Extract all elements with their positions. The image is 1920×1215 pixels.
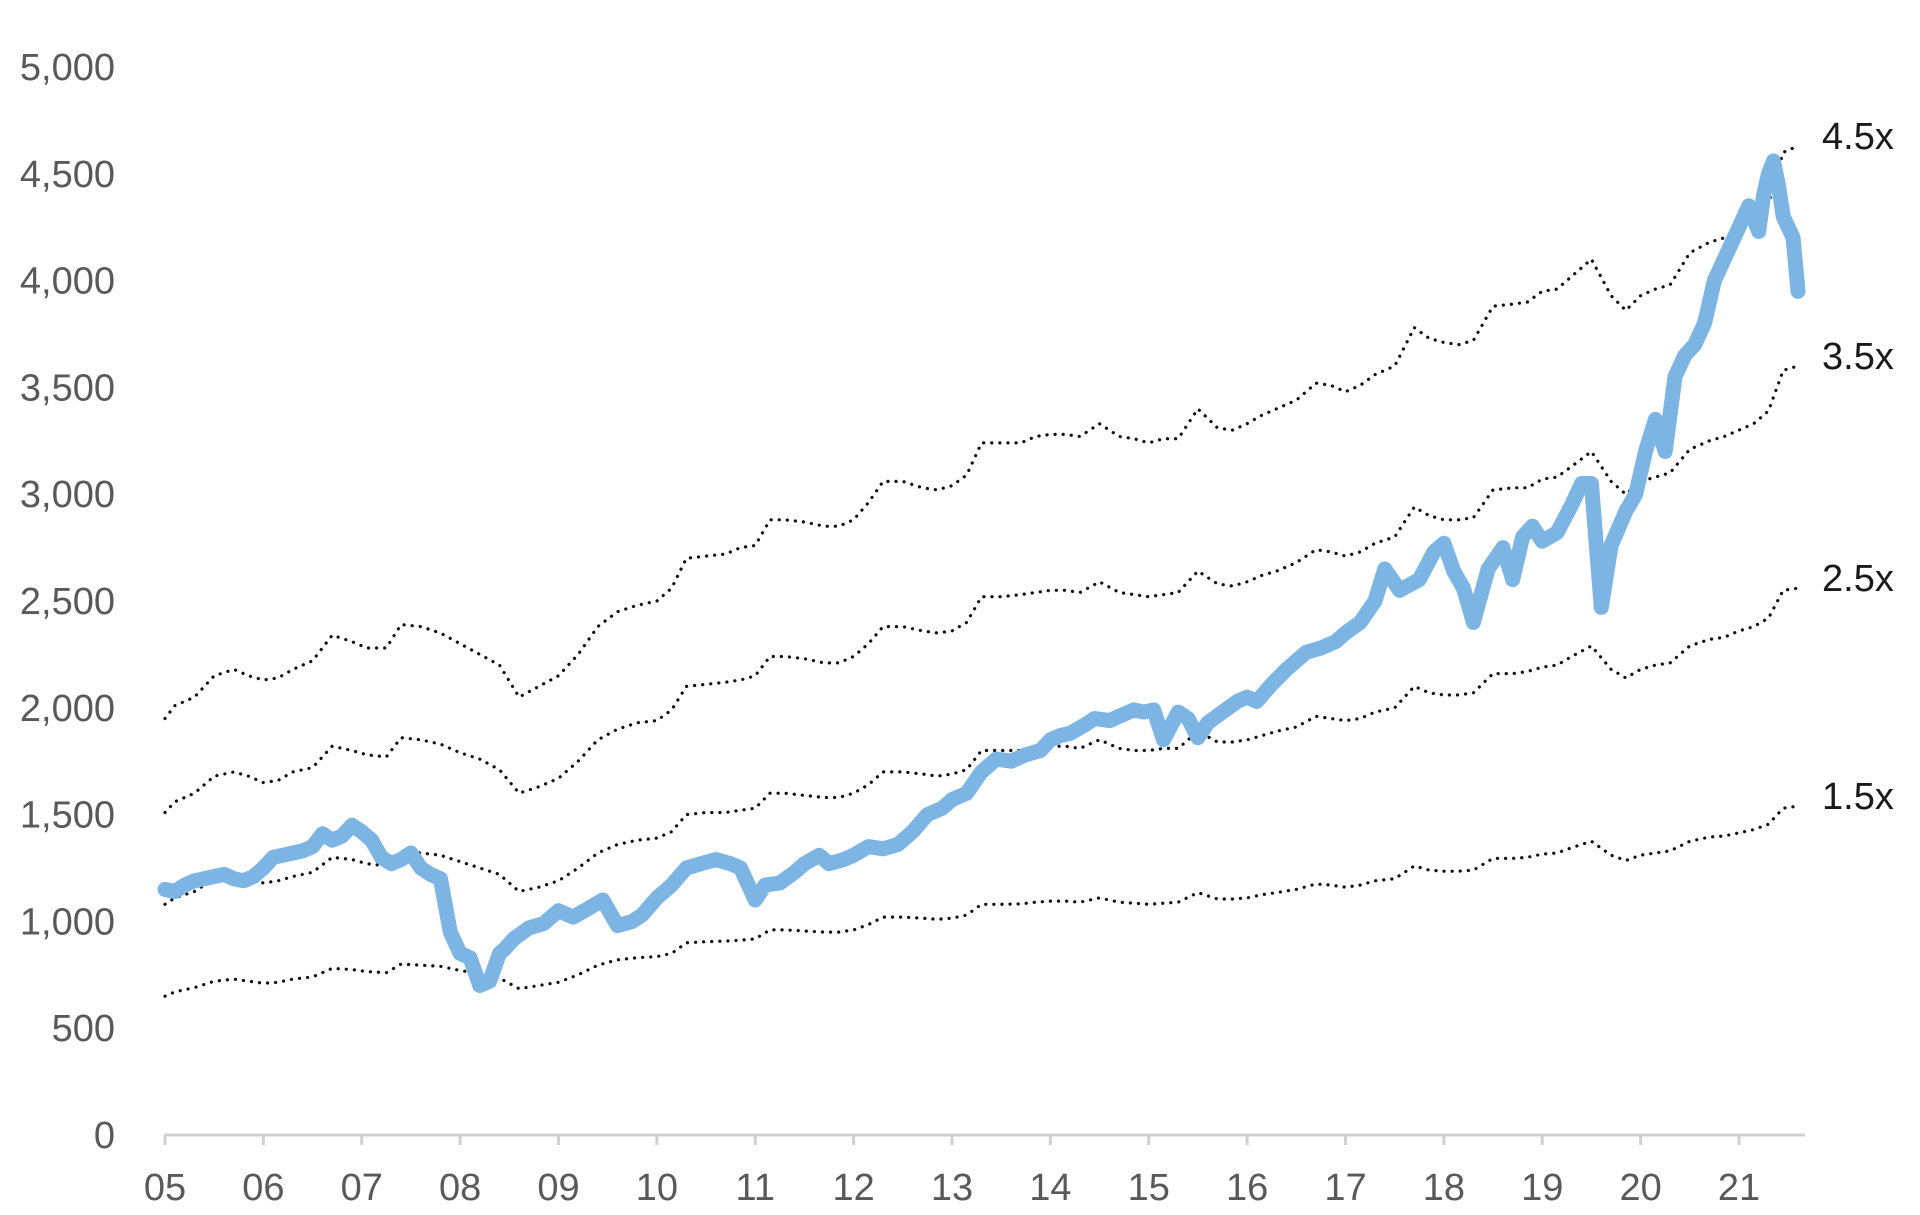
main-series-line [157, 153, 1806, 993]
x-tick-label: 19 [1521, 1167, 1563, 1209]
y-tick-label: 3,000 [20, 474, 115, 516]
y-tick-label: 1,000 [20, 901, 115, 943]
x-tick-label: 20 [1619, 1167, 1661, 1209]
band-line-1-5x [163, 804, 1800, 998]
band-label-3-5x: 3.5x [1822, 336, 1894, 378]
y-tick-label: 3,500 [20, 367, 115, 409]
y-tick-label: 5,000 [20, 47, 115, 89]
x-axis-tick-labels: 05 06 07 08 09 10 11 12 13 14 15 16 17 18 19 20 21 [144, 1167, 1760, 1209]
x-tick-label: 10 [636, 1167, 678, 1209]
x-tick-label: 07 [341, 1167, 383, 1209]
x-tick-label: 18 [1423, 1167, 1465, 1209]
x-tick-label: 21 [1718, 1167, 1760, 1209]
x-tick-label: 17 [1324, 1167, 1366, 1209]
y-tick-label: 2,500 [20, 581, 115, 623]
y-tick-label: 0 [94, 1115, 115, 1157]
band-line-4-5x [163, 144, 1800, 721]
y-axis-tick-labels: 0 500 1,000 1,500 2,000 2,500 3,000 3,500 4,000 4… [20, 47, 115, 1157]
main-series-layer [157, 153, 1806, 993]
band-line-2-5x [163, 586, 1800, 906]
x-tick-label: 14 [1029, 1167, 1071, 1209]
y-tick-label: 4,500 [20, 154, 115, 196]
valuation-bands [163, 144, 1800, 998]
y-tick-label: 2,000 [20, 688, 115, 730]
band-label-4-5x: 4.5x [1822, 116, 1894, 158]
x-tick-label: 09 [537, 1167, 579, 1209]
y-tick-label: 1,500 [20, 795, 115, 837]
x-tick-label: 08 [439, 1167, 481, 1209]
x-tick-label: 06 [242, 1167, 284, 1209]
x-tick-label: 11 [736, 1167, 775, 1209]
x-axis [163, 1133, 1805, 1145]
y-tick-label: 500 [52, 1008, 115, 1050]
band-line-3-5x [163, 364, 1800, 815]
band-labels: 4.5x 3.5x 2.5x 1.5x [1822, 116, 1894, 818]
x-tick-label: 12 [832, 1167, 874, 1209]
band-label-1-5x: 1.5x [1822, 776, 1894, 818]
x-tick-label: 05 [144, 1167, 186, 1209]
x-tick-label: 13 [931, 1167, 973, 1209]
band-label-2-5x: 2.5x [1822, 558, 1894, 600]
x-tick-label: 15 [1128, 1167, 1170, 1209]
y-tick-label: 4,000 [20, 261, 115, 303]
x-tick-label: 16 [1226, 1167, 1268, 1209]
